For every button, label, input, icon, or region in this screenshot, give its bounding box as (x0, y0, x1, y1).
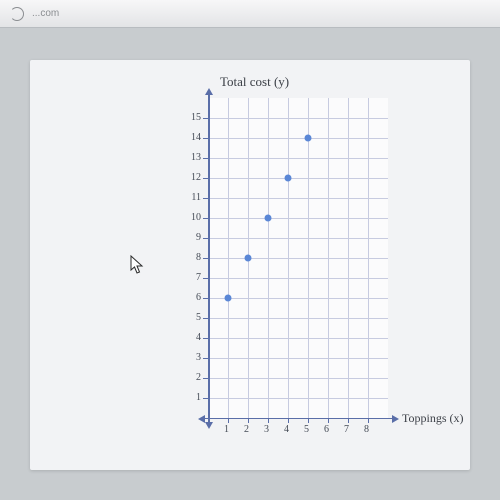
x-tick (268, 418, 269, 423)
y-tick (203, 218, 208, 219)
gridline-horizontal (208, 198, 388, 199)
y-tick (203, 258, 208, 259)
gridline-horizontal (208, 278, 388, 279)
y-tick-label: 13 (186, 152, 201, 163)
data-point (245, 255, 252, 262)
y-tick (203, 178, 208, 179)
gridline-horizontal (208, 158, 388, 159)
y-tick-label: 9 (186, 232, 201, 243)
x-tick-label: 1 (224, 424, 229, 435)
y-tick (203, 378, 208, 379)
gridline-horizontal (208, 258, 388, 259)
y-tick (203, 318, 208, 319)
y-tick-label: 1 (186, 392, 201, 403)
axis-arrowhead (205, 88, 213, 95)
data-point (305, 135, 312, 142)
y-tick-label: 6 (186, 292, 201, 303)
x-tick-label: 3 (264, 424, 269, 435)
x-tick (308, 418, 309, 423)
y-tick-label: 7 (186, 272, 201, 283)
y-tick (203, 398, 208, 399)
url-fragment: ...com (32, 8, 59, 19)
axis-arrowhead (205, 422, 213, 429)
x-tick (348, 418, 349, 423)
chart-xlabel: Toppings (x) (402, 411, 464, 426)
browser-chrome-bar: ...com (0, 0, 500, 28)
gridline-horizontal (208, 358, 388, 359)
y-tick (203, 358, 208, 359)
y-tick-label: 8 (186, 252, 201, 263)
x-tick (228, 418, 229, 423)
x-tick-label: 6 (324, 424, 329, 435)
gridline-horizontal (208, 238, 388, 239)
x-tick-label: 2 (244, 424, 249, 435)
x-tick (288, 418, 289, 423)
gridline-horizontal (208, 118, 388, 119)
y-tick-label: 10 (186, 212, 201, 223)
y-tick (203, 198, 208, 199)
y-tick-label: 3 (186, 352, 201, 363)
y-tick-label: 11 (186, 192, 201, 203)
y-tick (203, 278, 208, 279)
gridline-horizontal (208, 298, 388, 299)
y-tick-label: 15 (186, 112, 201, 123)
y-tick-label: 4 (186, 332, 201, 343)
data-point (225, 295, 232, 302)
y-tick (203, 138, 208, 139)
chart-plot-area (208, 98, 388, 418)
y-tick (203, 338, 208, 339)
axis-arrowhead (198, 415, 205, 423)
axis-arrowhead (392, 415, 399, 423)
chart-title: Total cost (y) (220, 74, 289, 90)
gridline-horizontal (208, 138, 388, 139)
gridline-horizontal (208, 318, 388, 319)
x-tick-label: 4 (284, 424, 289, 435)
reload-icon[interactable] (10, 7, 24, 21)
content-photo-area: Total cost (y) Toppings (x) 123456781234… (30, 60, 470, 470)
x-tick (368, 418, 369, 423)
x-tick (248, 418, 249, 423)
gridline-horizontal (208, 398, 388, 399)
mouse-cursor-icon (130, 255, 146, 275)
gridline-horizontal (208, 338, 388, 339)
y-tick-label: 5 (186, 312, 201, 323)
y-tick-label: 14 (186, 132, 201, 143)
y-axis (208, 94, 210, 426)
gridline-horizontal (208, 218, 388, 219)
x-tick-label: 7 (344, 424, 349, 435)
y-tick-label: 12 (186, 172, 201, 183)
y-tick (203, 238, 208, 239)
x-tick-label: 5 (304, 424, 309, 435)
gridline-horizontal (208, 378, 388, 379)
x-tick-label: 8 (364, 424, 369, 435)
gridline-horizontal (208, 178, 388, 179)
y-tick-label: 2 (186, 372, 201, 383)
data-point (265, 215, 272, 222)
y-tick (203, 298, 208, 299)
data-point (285, 175, 292, 182)
x-tick (328, 418, 329, 423)
y-tick (203, 118, 208, 119)
y-tick (203, 158, 208, 159)
